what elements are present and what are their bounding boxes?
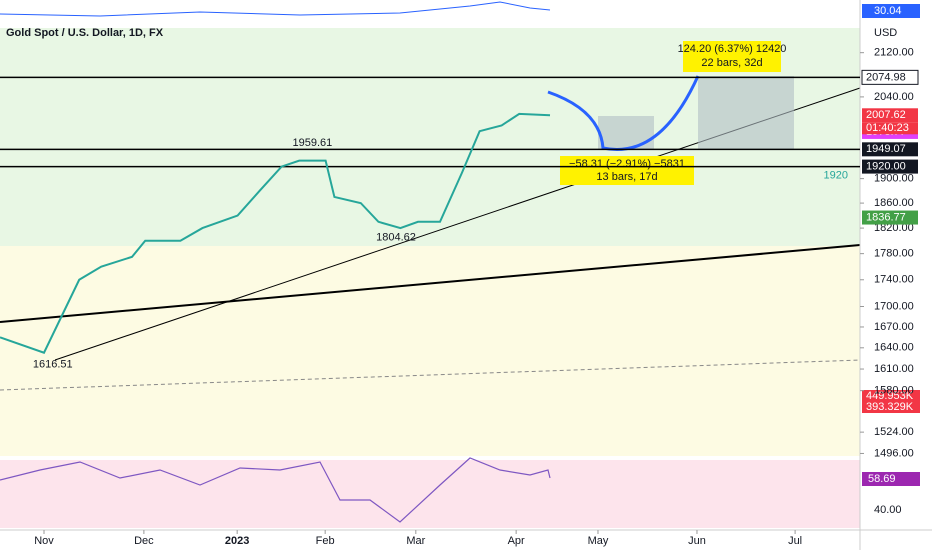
x-tick-label: Feb [316,535,335,547]
price-tag-text: 2007.62 [866,109,906,121]
price-tag [862,142,918,157]
indicator-tag [862,4,920,18]
level-label: 1920 [824,170,848,182]
y-tick-label: 2040.00 [874,91,914,103]
y-tick-label: 1700.00 [874,300,914,312]
y-tick-label: 1900.00 [874,173,914,185]
volume-tag-text: 393.329K [866,401,914,413]
y-tick-label: 1640.00 [874,342,914,354]
volume-tag-text: 449.953K [866,390,914,402]
chart-title: Gold Spot / U.S. Dollar, 1D, FX [6,27,164,39]
projection-box [598,116,654,149]
point-label: 1959.61 [293,137,333,149]
price-tag-text: 2074.98 [866,71,906,83]
y-tick-label: 1496.00 [874,447,914,459]
indicator-tag-text: 30.04 [874,5,902,17]
measure-text: 13 bars, 17d [596,171,657,183]
measure-text: −58.31 (−2.91%) −5831 [569,158,685,170]
volume-tag [862,390,920,402]
price-tag [861,69,919,85]
trend-line [0,244,861,323]
price-tag-text: 1949.07 [866,143,906,155]
point-label: 1804.62 [376,232,416,244]
measure-text: 124.20 (6.37%) 12420 [678,43,787,55]
price-tag [862,159,918,174]
x-tick-label: May [588,535,609,547]
axis-unit: USD [874,27,897,39]
x-tick-label: Apr [508,535,525,547]
x-tick-label: Jul [788,535,802,547]
point-label: 1616.51 [33,358,73,370]
x-tick-label: Jun [688,535,706,547]
x-tick-label: Mar [406,535,425,547]
measure-text: 22 bars, 32d [701,57,762,69]
rsi-tag-text: 58.69 [868,473,896,485]
volume-tag [862,401,920,413]
yellow-zone [0,246,860,456]
countdown-tag [862,122,918,135]
trend-line [0,359,861,391]
y-tick-label: 2120.00 [874,47,914,59]
price-tag [862,210,918,225]
x-tick-label: Nov [34,535,54,547]
measure-box [560,156,694,185]
top-indicator [0,1,551,17]
rsi-tag [862,472,920,486]
projection-path [547,75,700,151]
rsi-line [0,457,551,523]
price-tag [862,108,918,123]
projection-box [698,76,794,149]
x-tick-label: 2023 [225,535,249,547]
y-tick-label: 1524.00 [874,426,914,438]
y-tick-label: 1610.00 [874,363,914,375]
countdown-text: 01:40:23 [866,122,909,134]
price-tag-text: 1920.00 [866,161,906,173]
y-tick-label: 1740.00 [874,274,914,286]
rsi-tick: 40.00 [874,504,902,516]
y-tick-label: 1780.00 [874,248,914,260]
price-line [0,112,551,354]
x-tick-label: Dec [134,535,154,547]
y-tick-label: 1860.00 [874,197,914,209]
top-pane [0,0,860,28]
y-tick-label: 1670.00 [874,321,914,333]
y-tick-label: 1580.00 [874,385,914,397]
y-tick-label: 1820.00 [874,222,914,234]
price-tag-text: 1836.77 [866,211,906,223]
measure-box [683,41,781,72]
